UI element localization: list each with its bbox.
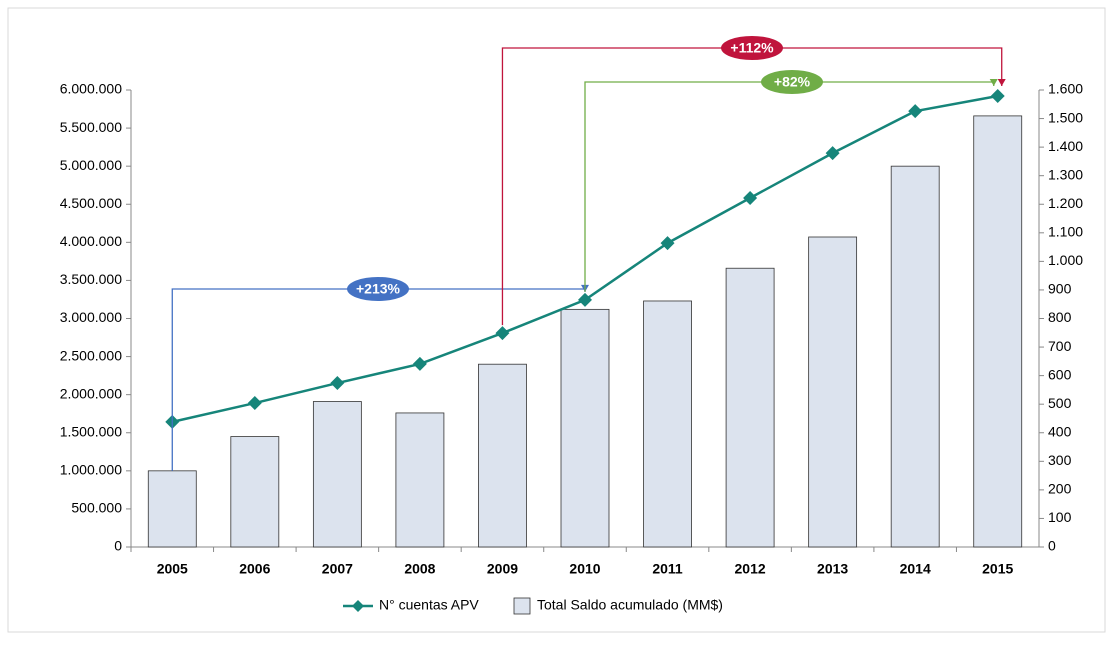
bar	[808, 236, 858, 548]
x-tick-label: 2011	[652, 561, 683, 577]
bar	[973, 115, 1023, 548]
annotation-label: +112%	[730, 40, 774, 56]
y2-tick-label: 500	[1048, 395, 1072, 411]
line-marker	[990, 88, 1005, 103]
y-tick-label: 2.500.000	[60, 347, 122, 363]
y2-tick-label: 1.500	[1048, 109, 1083, 125]
y-tick-label: 4.000.000	[60, 233, 122, 249]
y-tick-label: 1.500.000	[60, 423, 122, 439]
y2-tick-label: 100	[1048, 509, 1072, 525]
y-tick-label: 5.500.000	[60, 119, 122, 135]
y2-tick-label: 200	[1048, 481, 1072, 497]
y2-tick-label: 1.100	[1048, 224, 1083, 240]
legend-label: Total Saldo acumulado (MM$)	[537, 597, 723, 613]
bar	[312, 401, 362, 548]
y2-tick-label: 1.400	[1048, 138, 1083, 154]
line-marker	[495, 326, 510, 341]
annotation-badge	[721, 36, 783, 60]
y2-tick-label: 900	[1048, 281, 1072, 297]
x-tick-label: 2006	[239, 561, 270, 577]
annotation-label: +82%	[774, 74, 811, 90]
x-tick-label: 2005	[157, 561, 188, 577]
y2-tick-label: 1.000	[1048, 252, 1083, 268]
x-tick-label: 2014	[900, 561, 931, 577]
y2-tick-label: 300	[1048, 452, 1072, 468]
line-marker	[247, 396, 262, 411]
y2-tick-label: 1.600	[1048, 81, 1083, 97]
y2-tick-label: 1.300	[1048, 166, 1083, 182]
bar	[395, 412, 445, 548]
y-tick-label: 6.000.000	[60, 81, 122, 97]
bar	[560, 308, 610, 548]
x-tick-label: 2007	[322, 561, 353, 577]
bar	[478, 363, 527, 548]
y-tick-label: 500.000	[71, 500, 122, 516]
annotation-badge	[347, 277, 409, 301]
line-marker	[412, 356, 427, 371]
annotation-badge	[761, 70, 823, 94]
annotation-arrow	[989, 78, 998, 86]
y2-tick-label: 800	[1048, 309, 1072, 325]
line-marker	[743, 190, 758, 205]
line-marker	[908, 104, 923, 119]
y-tick-label: 1.000.000	[60, 462, 122, 478]
bar	[230, 436, 280, 548]
y-tick-label: 3.500.000	[60, 271, 122, 287]
y-tick-label: 5.000.000	[60, 157, 122, 173]
y2-tick-label: 700	[1048, 338, 1072, 354]
y-tick-label: 0	[114, 538, 122, 554]
y-tick-label: 2.000.000	[60, 385, 122, 401]
x-tick-label: 2010	[569, 561, 600, 577]
legend-label: N° cuentas APV	[379, 597, 479, 613]
y-tick-label: 3.000.000	[60, 309, 122, 325]
x-tick-label: 2009	[487, 561, 518, 577]
bar	[147, 470, 197, 548]
legend-marker	[352, 600, 364, 612]
line-marker	[578, 292, 592, 307]
x-tick-label: 2013	[817, 561, 848, 577]
bar	[890, 165, 940, 548]
x-tick-label: 2008	[404, 561, 435, 577]
x-tick-label: 2012	[735, 561, 766, 577]
y2-tick-label: 600	[1048, 366, 1072, 382]
y2-tick-label: 0	[1048, 538, 1056, 554]
bar	[643, 300, 692, 548]
x-tick-label: 2015	[982, 561, 1013, 577]
line-marker	[330, 376, 345, 391]
line-marker	[825, 146, 840, 161]
line-marker	[660, 236, 675, 251]
legend-swatch	[513, 597, 531, 615]
annotation-arrow	[997, 78, 1006, 86]
bar	[725, 267, 775, 548]
y-tick-label: 4.500.000	[60, 195, 122, 211]
y2-tick-label: 400	[1048, 423, 1072, 439]
annotation-label: +213%	[356, 281, 401, 297]
y2-tick-label: 1.200	[1048, 195, 1083, 211]
